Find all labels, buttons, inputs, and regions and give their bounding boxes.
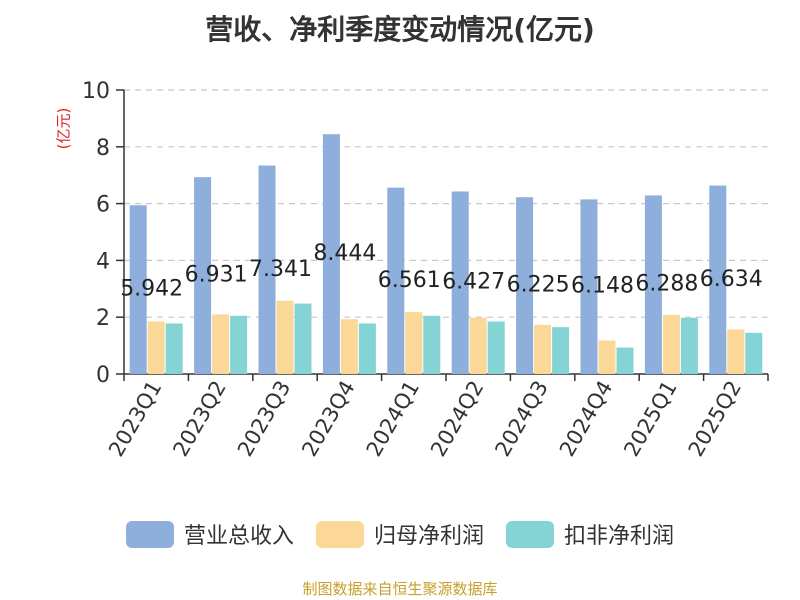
data-label: 8.444	[313, 241, 376, 266]
y-tick-label: 6	[96, 193, 110, 218]
bar	[322, 134, 340, 374]
x-tick-label: 2023Q1	[104, 377, 166, 461]
x-tick-label: 2025Q2	[684, 377, 746, 461]
bar	[405, 312, 423, 374]
legend-label-deducted-profit: 扣非净利润	[564, 524, 675, 549]
legend-item-deducted-profit[interactable]: 扣非净利润	[506, 518, 674, 550]
y-tick-label: 4	[96, 249, 110, 274]
bar	[340, 319, 358, 374]
data-label: 6.225	[507, 273, 570, 298]
legend-label-net-profit: 归母净利润	[373, 524, 484, 549]
bar	[727, 329, 745, 374]
bar	[423, 315, 441, 374]
bar	[230, 315, 248, 374]
data-label: 6.427	[442, 270, 505, 295]
y-tick-label: 8	[96, 136, 110, 161]
bar	[709, 185, 727, 374]
chart-legend: 营业总收入 归母净利润 扣非净利润	[0, 518, 800, 550]
data-label: 5.942	[120, 277, 183, 302]
bar	[276, 300, 294, 374]
x-tick-label: 2023Q4	[297, 377, 359, 461]
bar	[258, 165, 276, 374]
x-tick-label: 2024Q4	[555, 377, 617, 461]
x-tick-label: 2025Q1	[619, 377, 681, 461]
y-tick-label: 0	[96, 363, 110, 388]
bar	[598, 340, 616, 374]
bar	[680, 317, 698, 374]
bar	[580, 199, 598, 374]
bar	[129, 205, 147, 374]
data-label: 6.148	[571, 274, 634, 299]
bar	[487, 321, 505, 374]
data-label: 7.341	[249, 257, 312, 282]
x-tick-label: 2024Q3	[490, 377, 552, 461]
legend-swatch-revenue	[125, 520, 174, 548]
chart-title: 营收、净利季度变动情况(亿元)	[205, 13, 595, 46]
y-tick-label: 2	[96, 306, 110, 331]
data-label: 6.931	[185, 263, 248, 288]
bar	[165, 323, 183, 374]
x-tick-label: 2024Q2	[426, 377, 488, 461]
legend-item-net-profit[interactable]: 归母净利润	[315, 518, 484, 550]
bar	[469, 317, 487, 374]
legend-label-revenue: 营业总收入	[183, 524, 294, 549]
data-label: 6.288	[635, 272, 698, 297]
bar	[194, 177, 212, 374]
bar	[745, 332, 763, 374]
data-label: 6.561	[378, 268, 441, 293]
legend-swatch-net-profit	[315, 520, 364, 548]
bar	[358, 323, 376, 374]
bar	[147, 321, 165, 374]
bar	[294, 303, 312, 374]
bar	[451, 191, 469, 374]
bar	[552, 327, 570, 374]
bar	[516, 197, 534, 374]
x-tick-label: 2023Q2	[168, 377, 230, 461]
bar	[662, 314, 680, 374]
bar	[644, 195, 662, 374]
bar	[534, 324, 552, 374]
bar	[387, 187, 405, 374]
bar	[212, 314, 230, 374]
legend-item-revenue[interactable]: 营业总收入	[125, 518, 294, 550]
data-source-note: 制图数据来自恒生聚源数据库	[302, 580, 498, 598]
bar	[616, 347, 634, 374]
y-tick-label: 10	[82, 79, 110, 104]
data-label: 6.634	[700, 267, 763, 292]
x-tick-label: 2023Q3	[233, 377, 295, 461]
legend-swatch-deducted-profit	[506, 520, 554, 548]
x-tick-label: 2024Q1	[362, 377, 424, 461]
